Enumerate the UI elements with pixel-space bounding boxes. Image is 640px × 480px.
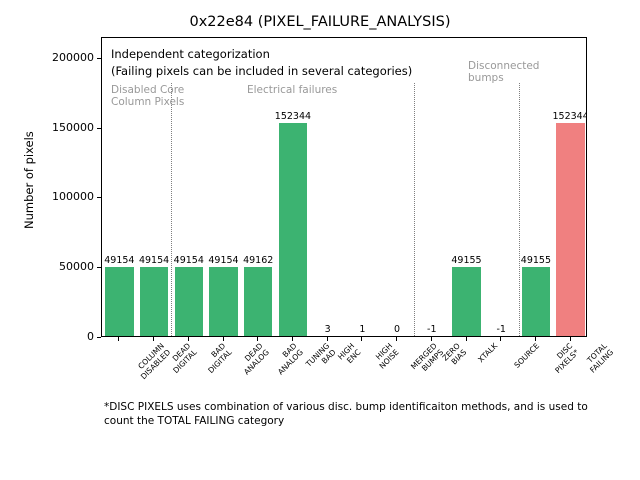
bar-value-label: 49154 [173,255,204,267]
bar[interactable] [278,123,308,336]
x-tick-mark [500,337,502,341]
y-tick-mark [97,57,101,59]
bar-value-label: -1 [427,324,437,335]
bar-value-label: 49154 [138,255,170,267]
bar-value-label: 49154 [208,255,239,267]
x-tick-mark [569,337,571,341]
y-tick-mark [97,337,101,338]
bar[interactable] [243,267,273,336]
x-tick-label: HIGH ENC [335,341,362,365]
x-tick-mark [430,337,432,341]
x-tick-label: BAD DIGITAL [205,341,234,375]
bar-value-label: 152344 [552,111,587,123]
category-separator-line [518,83,520,336]
bar-value-label: 152344 [274,111,312,123]
bar-value-label: -1 [496,324,506,335]
bar[interactable] [209,267,238,336]
bar[interactable] [139,267,169,336]
bar[interactable] [105,267,134,336]
bar[interactable] [521,267,551,336]
x-tick-label: DISC PIXELS* [552,341,581,375]
category-separator-line [171,83,173,336]
x-tick-mark [396,337,398,341]
bar-value-label: 49155 [520,255,552,267]
x-tick-mark [257,337,259,341]
y-axis-label: Number of pixels [22,131,36,229]
x-tick-mark [187,337,189,341]
annotation-headline-2: (Failing pixels can be included in sever… [111,64,413,78]
x-tick-label: XTALK [475,341,499,365]
bar-value-label: 0 [394,324,401,335]
bar-value-label: 49162 [243,255,274,267]
x-tick-label: TOTAL FAILING [585,341,615,375]
footnote-text: *DISC PIXELS uses combination of various… [104,401,588,427]
bar[interactable] [174,267,203,336]
x-tick-label: BAD ANALOG [275,341,305,377]
page-title: 0x22e84 (PIXEL_FAILURE_ANALYSIS) [189,14,451,30]
category-separator-line [414,83,416,336]
x-tick-label: SOURCE [512,341,542,370]
x-tick-label: MERGED BUMPS [409,341,445,373]
y-tick-mark [97,127,101,129]
x-tick-label: DEAD DIGITAL [170,341,199,375]
y-tick-label: 0 [87,330,94,343]
x-tick-label: TUNING BAD [303,341,338,369]
bar-value-label: 1 [359,323,366,335]
y-tick-label: 50000 [59,260,94,274]
bar[interactable] [556,123,585,336]
x-tick-label: ZERO BIAS [440,341,468,367]
y-tick-mark [97,267,101,269]
x-tick-mark [465,337,467,341]
plot-inner: 49154 49154 49154 49154 49162 152344 3 1 0 -1 4915… [102,38,586,336]
bar-value-label: 3 [324,323,331,335]
x-tick-label: DEAD ANALOG [241,341,271,377]
plot-area: 49154 49154 49154 49154 49162 152344 3 1 0 -1 4915… [101,37,587,337]
annotation-group-disconnected-bumps-line2: bumps [468,72,504,84]
y-tick-label: 100000 [52,190,94,204]
x-tick-label: HIGH NOISE [374,341,401,371]
bar[interactable] [452,267,481,336]
annotation-group-electrical-failures: Electrical failures [247,84,338,96]
x-tick-mark [361,337,363,341]
x-tick-mark [534,337,536,341]
x-tick-mark [326,337,328,341]
bar-value-label: 49154 [104,255,135,267]
x-tick-mark [222,337,224,341]
y-tick-mark [97,197,101,199]
y-tick-label: 150000 [52,120,94,134]
x-tick-mark [153,337,155,341]
x-tick-mark [291,337,293,341]
x-tick-mark [118,337,120,341]
annotation-group-disabled-core-line2: Column Pixels [111,96,185,108]
bar-value-label: 49155 [451,255,482,267]
annotation-headline-1: Independent categorization [111,47,270,61]
annotation-group-disabled-core-line1: Disabled Core [111,84,185,96]
annotation-group-disconnected-bumps-line1: Disconnected [468,60,540,72]
y-tick-label: 200000 [52,50,94,64]
